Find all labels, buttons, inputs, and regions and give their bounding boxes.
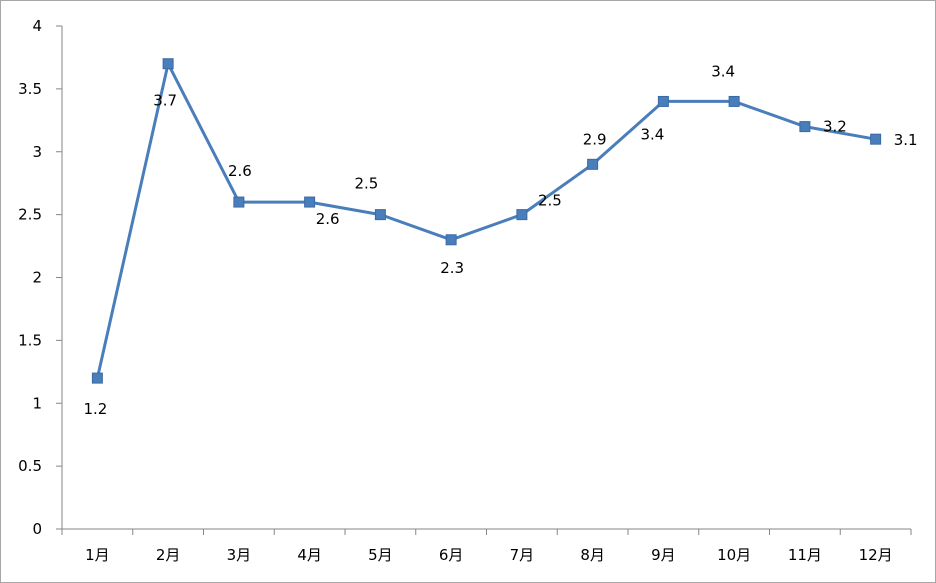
x-tick-label: 4月 — [297, 546, 322, 564]
data-point-marker — [445, 234, 457, 246]
data-label: 2.6 — [316, 210, 340, 228]
x-axis-ticks: 1月 2月 3月 4月 5月 6月 7月 8月 9月 10月 11月 12月 — [61, 529, 912, 564]
data-label: 1.2 — [83, 400, 107, 418]
x-tick-label: 3月 — [227, 546, 252, 564]
y-tick-label: 2.5 — [18, 206, 42, 224]
y-tick-label: 0.5 — [18, 457, 42, 475]
data-point-marker — [587, 158, 599, 170]
data-labels: 1.2 3.7 2.6 2.6 2.5 2.3 2.5 2.9 3.4 3.4 3.2 3.1 — [83, 62, 917, 418]
y-tick-label: 4 — [32, 17, 42, 35]
x-tick-label: 11月 — [788, 546, 822, 564]
data-point-marker — [728, 95, 740, 107]
x-tick-label: 2月 — [156, 546, 181, 564]
data-label: 2.5 — [538, 192, 562, 210]
x-tick-label: 10月 — [717, 546, 751, 564]
x-tick-label: 6月 — [439, 546, 464, 564]
axes — [61, 26, 911, 530]
data-label: 3.4 — [711, 62, 735, 80]
series-line — [95, 62, 876, 379]
series — [91, 58, 882, 384]
x-tick-label: 8月 — [580, 546, 605, 564]
data-label: 2.6 — [228, 162, 252, 180]
y-axis-ticks: 0 0.5 1 1.5 2 2.5 3 3.5 4 — [18, 17, 62, 538]
y-tick-label: 2 — [32, 269, 42, 287]
x-tick-label: 12月 — [859, 546, 893, 564]
y-tick-label: 3 — [32, 143, 42, 161]
data-label: 3.7 — [153, 92, 177, 110]
data-label: 2.5 — [354, 175, 378, 193]
y-tick-label: 3.5 — [18, 80, 42, 98]
data-label: 3.2 — [823, 118, 847, 136]
y-tick-label: 1 — [32, 394, 42, 412]
data-point-marker — [233, 196, 245, 208]
x-tick-label: 7月 — [510, 546, 535, 564]
y-tick-label: 0 — [32, 520, 42, 538]
x-tick-label: 9月 — [651, 546, 676, 564]
data-point-marker — [91, 372, 103, 384]
data-label: 2.3 — [440, 259, 464, 277]
x-tick-label: 5月 — [368, 546, 393, 564]
y-tick-label: 1.5 — [18, 331, 42, 349]
data-label: 3.4 — [640, 125, 664, 143]
x-tick-label: 1月 — [85, 546, 110, 564]
data-point-marker — [304, 196, 316, 208]
data-point-marker — [516, 209, 528, 221]
data-label: 2.9 — [583, 130, 607, 148]
data-point-marker — [870, 133, 882, 145]
data-label: 3.1 — [894, 131, 918, 149]
data-point-marker — [657, 95, 669, 107]
data-point-marker — [162, 58, 174, 70]
data-point-marker — [374, 209, 386, 221]
data-point-marker — [799, 121, 811, 133]
